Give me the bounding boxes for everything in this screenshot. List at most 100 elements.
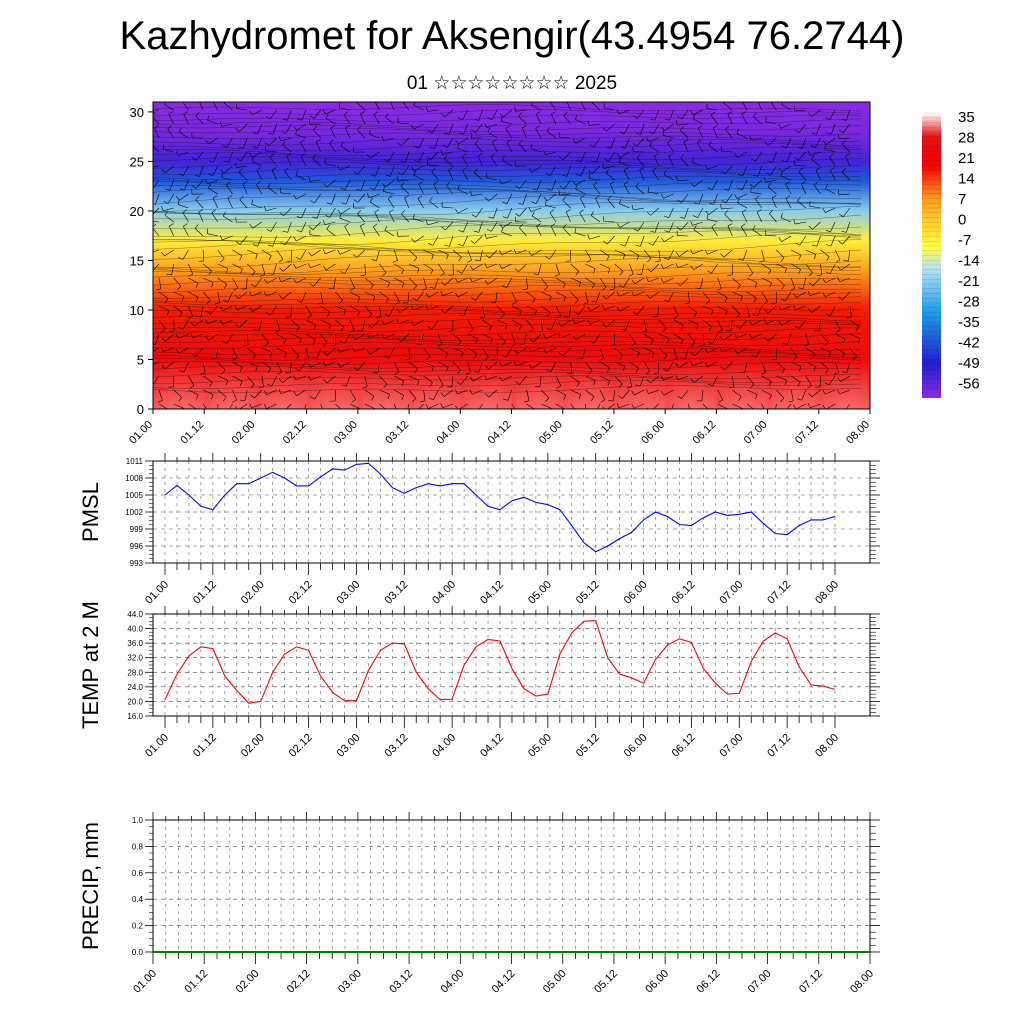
wind-barb bbox=[202, 249, 205, 261]
wind-barb bbox=[681, 193, 689, 203]
wind-barb bbox=[825, 207, 836, 213]
wind-barb bbox=[331, 193, 336, 205]
wind-barb bbox=[474, 143, 483, 153]
wind-barb-flag bbox=[566, 98, 570, 100]
heatmap-ytick-label: 15 bbox=[130, 253, 144, 268]
heatmap-xtick-label: 02.00 bbox=[230, 419, 258, 447]
wind-barb-flag bbox=[385, 411, 388, 415]
wind-barb-flag bbox=[148, 382, 152, 385]
wind-barb bbox=[649, 291, 659, 299]
wind-barb-flag bbox=[582, 415, 587, 416]
wind-barb bbox=[195, 199, 204, 209]
wind-barb bbox=[390, 102, 395, 111]
wind-barb bbox=[163, 347, 174, 352]
x-tick-label: 07.12 bbox=[765, 732, 793, 760]
wind-barb-flag bbox=[177, 286, 182, 291]
wind-barb-flag bbox=[212, 195, 218, 199]
wind-barb-flag bbox=[616, 291, 620, 297]
wind-barb bbox=[636, 137, 645, 147]
wind-barb bbox=[364, 263, 366, 275]
wind-barb-flag bbox=[275, 330, 281, 333]
wind-barb bbox=[326, 179, 336, 188]
wind-barb-flag bbox=[499, 264, 503, 269]
wind-barb-flag bbox=[232, 357, 238, 361]
wind-barb-flag bbox=[239, 255, 243, 261]
wind-barb-flag bbox=[586, 259, 592, 263]
wind-barb bbox=[407, 291, 410, 303]
wind-barb-flag bbox=[161, 169, 166, 174]
wind-barb-flag bbox=[353, 171, 358, 175]
wind-barb bbox=[634, 277, 645, 285]
y-tick-label: 32.0 bbox=[127, 654, 143, 663]
wind-barb bbox=[295, 134, 307, 139]
wind-barb bbox=[614, 361, 625, 367]
wind-barb bbox=[603, 165, 615, 169]
wind-barb bbox=[652, 235, 660, 246]
wind-barb-flag bbox=[822, 278, 826, 283]
wind-barb bbox=[835, 347, 845, 354]
wind-barb bbox=[636, 305, 645, 315]
wind-barb bbox=[761, 389, 772, 396]
wind-barb bbox=[813, 184, 821, 195]
wind-barb bbox=[357, 361, 366, 371]
wind-barb-flag bbox=[824, 382, 830, 386]
wind-barb-flag bbox=[684, 302, 690, 305]
wind-barb-flag bbox=[788, 400, 794, 403]
wind-barb-flag bbox=[281, 131, 286, 134]
wind-barb-flag bbox=[515, 381, 520, 385]
wind-barb bbox=[595, 197, 601, 209]
x-tick-label: 01.00 bbox=[143, 579, 171, 607]
x-tick-label: 05.00 bbox=[526, 579, 554, 607]
wind-barb bbox=[746, 389, 758, 395]
wind-barb bbox=[746, 403, 754, 409]
wind-barb bbox=[570, 389, 581, 395]
wind-barb-flag bbox=[602, 127, 607, 132]
wind-barb bbox=[296, 235, 307, 242]
wind-barb bbox=[811, 389, 821, 398]
wind-barb bbox=[842, 291, 851, 301]
wind-barb-flag bbox=[395, 301, 400, 305]
wind-barb bbox=[798, 123, 807, 133]
wind-barb bbox=[167, 193, 174, 204]
wind-barb bbox=[658, 319, 667, 329]
wind-barb-flag bbox=[178, 173, 184, 177]
wind-barb-flag bbox=[196, 394, 199, 400]
x-tick-label: 04.12 bbox=[478, 579, 506, 607]
wind-barb bbox=[785, 137, 792, 149]
wind-barb bbox=[280, 277, 292, 282]
wind-barb bbox=[623, 184, 630, 195]
colorbar-label: -7 bbox=[958, 232, 971, 249]
wind-barb bbox=[761, 277, 772, 283]
wind-barb-flag bbox=[484, 374, 488, 380]
wind-barb-flag bbox=[574, 227, 577, 233]
wind-barb bbox=[648, 389, 659, 394]
heatmap-ytick-label: 25 bbox=[130, 154, 144, 169]
wind-barb bbox=[830, 221, 836, 233]
wind-barb-flag bbox=[178, 326, 183, 330]
wind-barb bbox=[815, 169, 821, 181]
wind-barb bbox=[555, 375, 562, 386]
wind-barb bbox=[845, 155, 851, 167]
wind-barb-flag bbox=[751, 354, 757, 358]
wind-barb bbox=[202, 375, 213, 383]
wind-barb bbox=[599, 263, 611, 269]
wind-barb bbox=[434, 137, 439, 149]
wind-barb-flag bbox=[440, 272, 445, 277]
wind-barb-flag bbox=[208, 183, 212, 189]
wind-barb-flag bbox=[413, 102, 416, 106]
wind-barb bbox=[717, 291, 728, 298]
wind-barb bbox=[452, 347, 464, 353]
wind-barb bbox=[232, 389, 237, 401]
contour-line bbox=[153, 215, 862, 230]
wind-barb bbox=[506, 141, 513, 153]
wind-barb-flag bbox=[636, 153, 641, 158]
wind-barb-flag bbox=[627, 386, 632, 389]
wind-barb bbox=[236, 305, 248, 310]
wind-barb-flag bbox=[591, 300, 597, 303]
wind-barb-flag bbox=[556, 385, 561, 389]
wind-barb-flag bbox=[723, 188, 729, 191]
wind-barb bbox=[585, 249, 592, 260]
wind-barb bbox=[776, 277, 785, 286]
wind-barb bbox=[418, 151, 424, 163]
wind-barb-flag bbox=[178, 127, 182, 133]
